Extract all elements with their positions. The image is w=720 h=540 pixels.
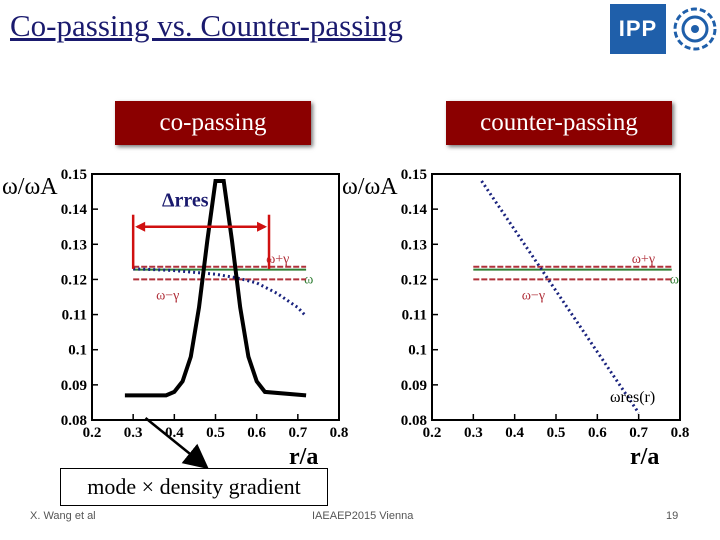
series-label-0: ω+γ <box>632 252 655 267</box>
delta-r-res-label: Δrres <box>162 190 209 212</box>
x-tick-label: 0.4 <box>505 425 524 441</box>
delta-r-arrow-right-head <box>257 221 268 232</box>
delta-r-arrow-left-head <box>135 221 146 232</box>
y-tick-label: 0.12 <box>61 272 87 288</box>
plots-area: 0.2 0.3 0.4 0.5 0.6 0.7 0.8 0.15 0.14 0.13 0.12 0.1… <box>2 167 689 470</box>
series-label-1: ω <box>670 273 679 288</box>
series-label-2: ω−γ <box>156 288 179 303</box>
co-passing-banner: co-passing <box>115 101 311 145</box>
y-tick-label: 0.11 <box>402 308 427 324</box>
series-label-2: ω−γ <box>522 288 545 303</box>
y-tick-label: 0.08 <box>401 413 427 429</box>
x-axis-label: r/a <box>289 444 318 470</box>
x-tick-label: 0.5 <box>206 425 225 441</box>
chart-co-passing: 0.2 0.3 0.4 0.5 0.6 0.7 0.8 0.15 0.14 0.13 0.12 0.1… <box>2 167 348 470</box>
y-tick-label: 0.15 <box>61 167 87 183</box>
x-tick-label: 0.5 <box>547 425 566 441</box>
y-axis-label: ω/ωA <box>2 174 58 200</box>
y-tick-label: 0.13 <box>401 237 427 253</box>
x-tick-label: 0.7 <box>629 425 648 441</box>
institute-seal-icon <box>673 7 717 51</box>
y-tick-label: 0.1 <box>68 343 87 359</box>
y-tick-label: 0.14 <box>61 202 88 218</box>
y-tick-label: 0.13 <box>61 237 87 253</box>
chart-counter-passing: 0.2 0.3 0.4 0.5 0.6 0.7 0.8 0.15 0.14 0.13 0.12 0.1… <box>342 167 689 470</box>
x-tick-label: 0.8 <box>671 425 690 441</box>
x-tick-label: 0.4 <box>165 425 184 441</box>
slide-title: Co-passing vs. Counter-passing <box>10 8 403 43</box>
omega-res-line <box>480 180 640 414</box>
x-tick-label: 0.7 <box>288 425 307 441</box>
x-tick-label: 0.3 <box>464 425 483 441</box>
x-tick-label: 0.2 <box>83 425 102 441</box>
caption-arrow <box>144 417 209 470</box>
series-label-0: ω+γ <box>266 252 289 267</box>
x-tick-label: 0.6 <box>247 425 266 441</box>
y-axis-label: ω/ωA <box>342 174 398 200</box>
x-tick-label: 0.3 <box>124 425 143 441</box>
omega-res-label: ωres(r) <box>610 389 655 406</box>
x-axis-label: r/a <box>630 444 659 470</box>
plot-frame <box>431 173 681 421</box>
y-tick-label: 0.09 <box>61 378 87 394</box>
omega-res-line <box>133 267 308 318</box>
y-tick-label: 0.15 <box>401 167 427 183</box>
plot-frame <box>91 173 340 421</box>
footer-author: X. Wang et al <box>30 510 96 522</box>
y-tick-label: 0.11 <box>62 308 87 324</box>
y-tick-label: 0.12 <box>401 272 427 288</box>
y-tick-label: 0.08 <box>61 413 87 429</box>
series-label-1: ω <box>304 273 313 288</box>
footer-page-number: 19 <box>666 510 679 522</box>
mode-profile-line <box>124 179 307 398</box>
counter-passing-banner: counter-passing <box>446 101 672 145</box>
y-tick-label: 0.1 <box>408 343 427 359</box>
mode-density-caption: mode × density gradient <box>60 468 328 506</box>
x-tick-label: 0.8 <box>330 425 349 441</box>
ipp-logo: IPP <box>610 4 666 54</box>
y-tick-label: 0.14 <box>401 202 428 218</box>
x-tick-label: 0.2 <box>423 425 442 441</box>
y-tick-label: 0.09 <box>401 378 427 394</box>
x-tick-label: 0.6 <box>588 425 607 441</box>
footer-event: IAEAEP2015 Vienna <box>312 510 414 522</box>
